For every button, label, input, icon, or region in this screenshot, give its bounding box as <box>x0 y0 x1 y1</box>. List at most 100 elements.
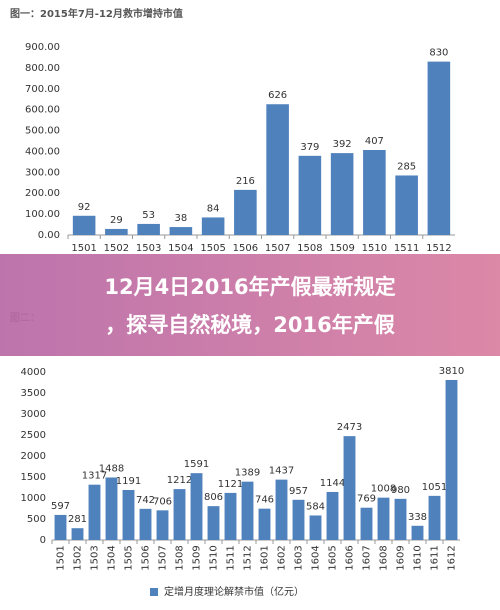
y-tick-label: 0 <box>40 535 46 546</box>
bar <box>427 61 451 235</box>
x-tick-label: 1510 <box>362 243 387 254</box>
x-tick-label: 1603 <box>294 545 305 570</box>
value-label: 584 <box>306 501 325 512</box>
banner-line: 12月4日2016年产假最新规定 <box>104 275 395 299</box>
bar <box>234 189 257 235</box>
y-tick-label: 2000 <box>21 451 46 462</box>
value-label: 1191 <box>116 476 141 487</box>
x-tick-label: 1609 <box>396 545 407 570</box>
x-tick-label: 1510 <box>209 545 220 570</box>
value-label: 53 <box>142 210 155 221</box>
y-tick-label: 500 <box>27 514 46 525</box>
bar <box>71 528 84 540</box>
x-tick-label: 1610 <box>413 545 424 570</box>
bar <box>330 153 354 235</box>
x-tick-label: 1508 <box>297 243 322 254</box>
bar <box>105 228 128 235</box>
charts: 图一：2015年7月-12月救市增持市值 0.00 100.00 200.00 300.… <box>10 7 464 598</box>
value-label: 38 <box>175 213 188 224</box>
x-tick-label: 1512 <box>426 243 451 254</box>
x-tick-label: 1601 <box>260 545 271 570</box>
value-label: 1144 <box>320 478 345 489</box>
banner-background <box>0 254 500 356</box>
x-tick-label: 1606 <box>345 545 356 570</box>
y-tick-label: 800.00 <box>25 63 60 74</box>
value-label: 1488 <box>99 464 124 475</box>
value-label: 84 <box>207 203 220 214</box>
x-tick-label: 1501 <box>56 545 67 570</box>
bar <box>139 508 152 540</box>
y-tick-label: 3000 <box>21 409 46 420</box>
x-tick-label: 1507 <box>158 545 169 570</box>
value-label: 216 <box>236 176 255 187</box>
bar <box>298 155 322 235</box>
y-tick-label: 600.00 <box>25 105 60 116</box>
value-label: 957 <box>289 486 308 497</box>
bar <box>377 497 390 540</box>
value-label: 1121 <box>218 479 243 490</box>
bar <box>190 473 203 540</box>
x-tick-label: 1509 <box>192 545 203 570</box>
bar <box>266 104 289 235</box>
x-tick-label: 1505 <box>200 243 225 254</box>
value-label: 1389 <box>235 468 260 479</box>
bar <box>156 510 169 540</box>
bar <box>137 223 160 235</box>
value-label: 379 <box>300 142 319 153</box>
x-tick-label: 1512 <box>243 545 254 570</box>
y-tick-label: 2500 <box>21 430 46 441</box>
bar <box>122 489 135 540</box>
banner-line: ，探寻自然秘境，2016年产假 <box>105 313 394 337</box>
x-tick-label: 1504 <box>107 545 118 570</box>
y-tick-label: 4000 <box>21 367 46 378</box>
x-tick-label: 1612 <box>447 545 458 570</box>
chart-title: 图一：2015年7月-12月救市增持市值 <box>10 7 183 20</box>
bar <box>363 149 386 235</box>
bar <box>309 515 322 540</box>
y-tick-label: 700.00 <box>25 84 60 95</box>
bar <box>258 508 271 540</box>
value-label: 338 <box>408 512 427 523</box>
x-tick-label: 1507 <box>265 243 290 254</box>
value-label: 742 <box>136 495 155 506</box>
x-tick-label: 1511 <box>226 545 237 570</box>
bar <box>394 498 407 540</box>
y-tick-label: 400.00 <box>25 146 60 157</box>
value-label: 597 <box>51 501 70 512</box>
bar <box>411 525 424 540</box>
value-label: 1008 <box>371 484 396 495</box>
legend-label: 定增月度理论解禁市值（亿元） <box>164 585 304 598</box>
value-label: 2473 <box>337 422 362 433</box>
x-tick-label: 1607 <box>362 545 373 570</box>
value-label: 1051 <box>422 482 447 493</box>
bar <box>207 506 220 540</box>
value-label: 1437 <box>269 466 294 477</box>
y-tick-label: 3500 <box>21 388 46 399</box>
bar <box>201 217 225 235</box>
x-tick-label: 1604 <box>311 545 322 570</box>
x-tick-label: 1508 <box>175 545 186 570</box>
x-tick-label: 1506 <box>141 545 152 570</box>
x-tick-label: 1503 <box>136 243 161 254</box>
x-tick-label: 1502 <box>104 243 129 254</box>
legend-swatch <box>150 588 158 596</box>
x-tick-label: 1509 <box>329 243 354 254</box>
x-tick-label: 1501 <box>71 243 96 254</box>
value-label: 769 <box>357 494 376 505</box>
banner: 12月4日2016年产假最新规定 ，探寻自然秘境，2016年产假 <box>0 254 500 356</box>
x-tick-label: 1602 <box>277 545 288 570</box>
value-label: 281 <box>68 514 87 525</box>
y-tick-label: 500.00 <box>25 126 60 137</box>
value-label: 706 <box>153 496 172 507</box>
y-tick-label: 100.00 <box>25 209 60 220</box>
bar <box>169 227 193 235</box>
x-tick-label: 1608 <box>379 545 390 570</box>
bar <box>445 379 458 540</box>
y-tick-label: 1000 <box>21 493 46 504</box>
value-label: 806 <box>204 492 223 503</box>
value-label: 3810 <box>439 366 464 377</box>
bar <box>428 495 441 540</box>
bar <box>275 479 288 540</box>
value-label: 830 <box>429 48 448 59</box>
